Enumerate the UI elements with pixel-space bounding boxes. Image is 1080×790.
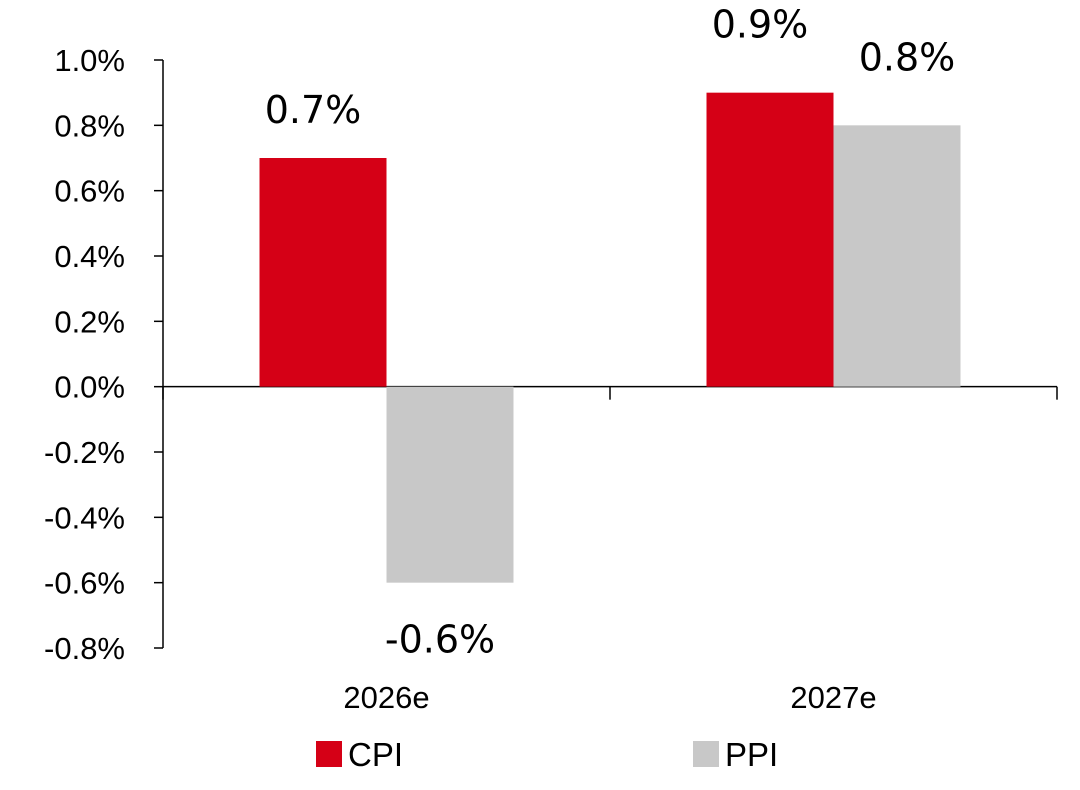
y-tick-label: -0.2% bbox=[44, 435, 125, 470]
axes: 1.0% 0.8% 0.6% 0.4% 0.2% 0.0% -0.2% -0.4% -0.6% -… bbox=[44, 43, 1058, 715]
bars bbox=[259, 92, 961, 583]
data-label-ppi-2026e: -0.6% bbox=[385, 618, 495, 662]
legend-label-ppi: PPI bbox=[725, 736, 778, 773]
legend-swatch-cpi bbox=[316, 741, 342, 767]
data-label-ppi-2027e: 0.8% bbox=[859, 35, 956, 79]
x-category-label: 2026e bbox=[343, 680, 429, 715]
data-label-cpi-2027e: 0.9% bbox=[712, 3, 809, 47]
y-tick-label: 1.0% bbox=[54, 43, 125, 78]
legend: CPI PPI bbox=[316, 736, 778, 773]
x-category-label: 2027e bbox=[790, 680, 876, 715]
bar-cpi-2026e bbox=[259, 158, 387, 387]
y-tick-label: 0.2% bbox=[54, 304, 125, 339]
y-tick-label: 0.0% bbox=[54, 370, 125, 405]
bar-ppi-2027e bbox=[833, 125, 961, 387]
y-tick-label: -0.8% bbox=[44, 631, 125, 666]
y-tick-label: -0.6% bbox=[44, 566, 125, 601]
data-labels: 0.7% -0.6% 0.9% 0.8% bbox=[265, 3, 956, 662]
y-tick-label: 0.8% bbox=[54, 108, 125, 143]
legend-label-cpi: CPI bbox=[348, 736, 403, 773]
legend-swatch-ppi bbox=[693, 741, 719, 767]
y-tick-label: -0.4% bbox=[44, 500, 125, 535]
y-tick-label: 0.6% bbox=[54, 174, 125, 209]
bar-cpi-2027e bbox=[706, 92, 834, 387]
bar-ppi-2026e bbox=[386, 386, 514, 583]
data-label-cpi-2026e: 0.7% bbox=[265, 88, 362, 132]
y-tick-label: 0.4% bbox=[54, 239, 125, 274]
